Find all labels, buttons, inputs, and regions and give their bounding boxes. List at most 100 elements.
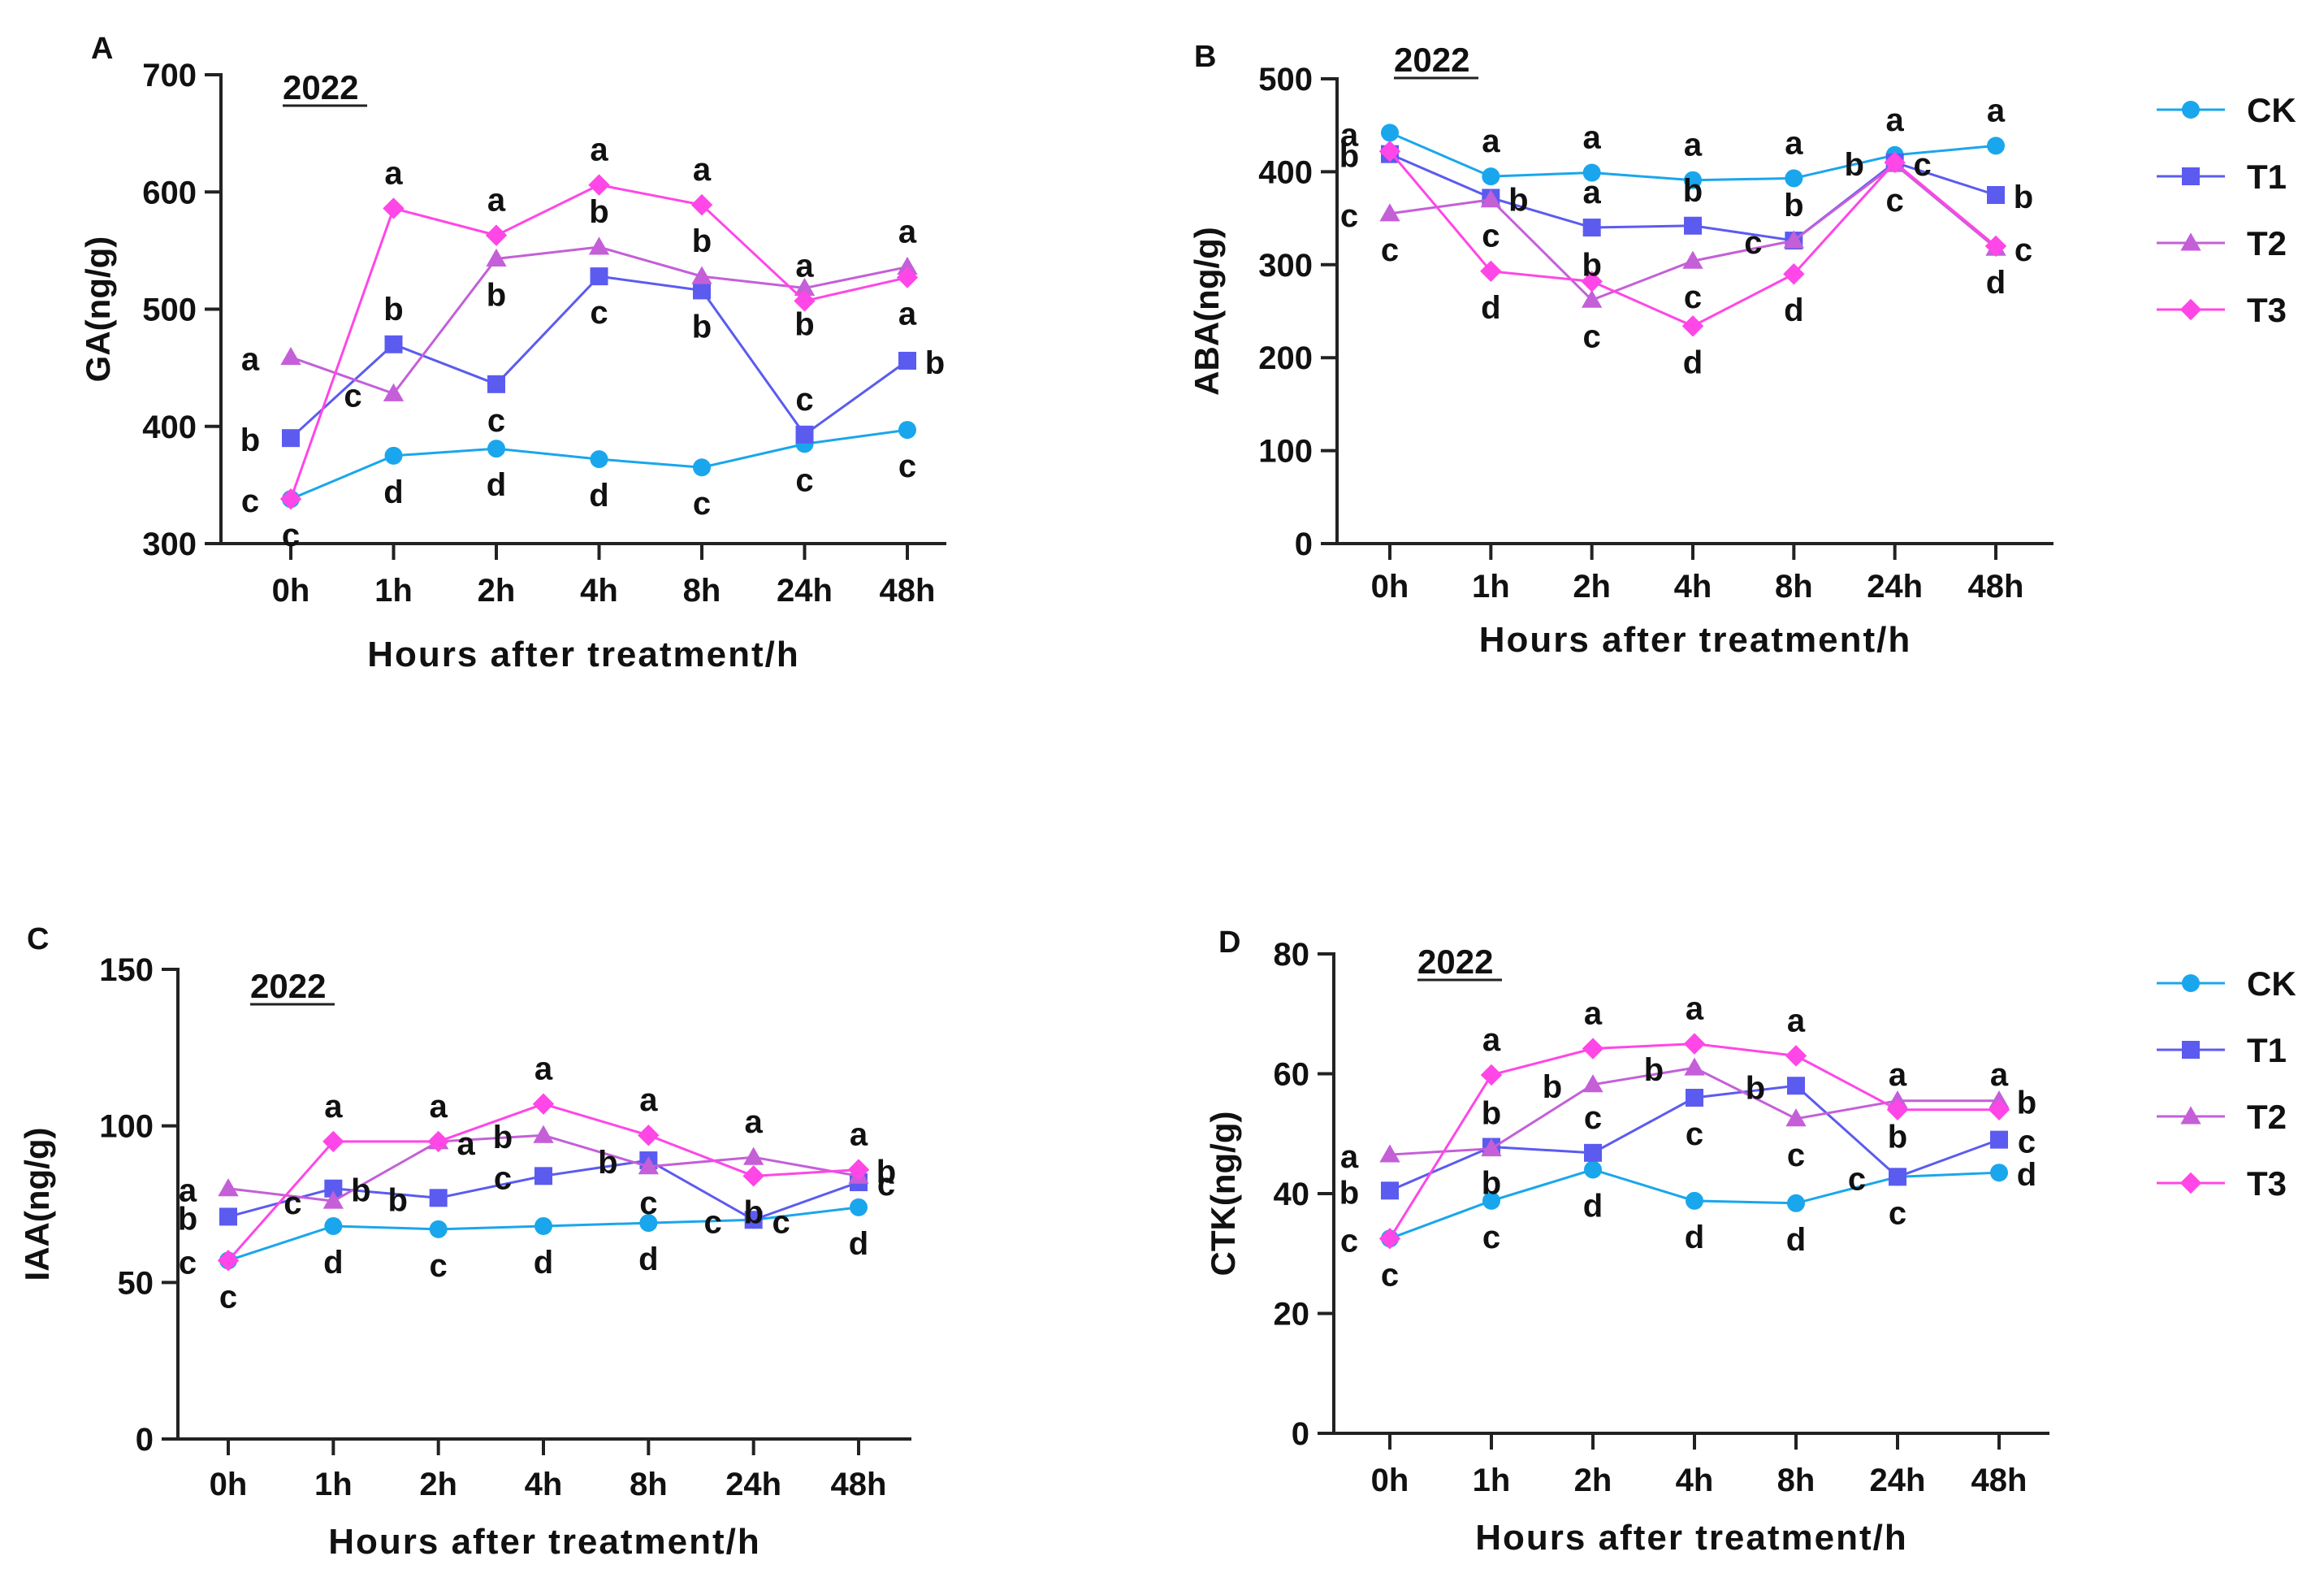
data-point-ck	[1785, 169, 1803, 188]
y-tick-label: 0	[1292, 1416, 1309, 1452]
significance-letter: c	[1583, 319, 1601, 354]
data-point-t1	[1787, 1077, 1805, 1095]
data-point-ck	[1684, 171, 1702, 189]
data-point-t2	[691, 266, 712, 284]
significance-letter: a	[1785, 125, 1803, 161]
data-point-t2	[383, 383, 405, 401]
data-point-t3	[1581, 271, 1603, 293]
y-tick-label: 600	[142, 175, 197, 210]
legend-marker-t2	[2180, 1106, 2201, 1125]
data-point-t1	[487, 375, 505, 393]
y-tick-label: 150	[99, 952, 154, 988]
x-tick-label: 48h	[1968, 569, 2024, 605]
significance-letter: d	[1786, 1222, 1806, 1258]
x-tick-label: 2h	[1574, 1463, 1612, 1498]
y-tick-label: 100	[99, 1109, 154, 1145]
legend-marker-t2	[2180, 232, 2201, 251]
data-point-t2	[1785, 1108, 1807, 1127]
significance-letter: c	[282, 518, 300, 553]
data-point-ck	[1582, 163, 1601, 182]
data-point-t1	[429, 1189, 448, 1207]
x-tick-label: 2h	[419, 1467, 457, 1502]
x-tick-label: 1h	[374, 573, 413, 609]
x-tick-label: 2h	[478, 573, 516, 609]
significance-letter: a	[1686, 991, 1704, 1027]
significance-letter: d	[323, 1245, 343, 1281]
significance-letter: d	[589, 478, 608, 514]
x-tick-label: 4h	[1676, 1463, 1714, 1498]
significance-letter: a	[1482, 1022, 1501, 1058]
significance-letter: c	[430, 1248, 448, 1284]
x-tick-label: 8h	[1775, 569, 1813, 605]
x-tick-label: 8h	[1777, 1463, 1815, 1498]
data-point-t3	[1582, 1038, 1604, 1060]
significance-letter: a	[850, 1117, 868, 1153]
data-point-t2	[588, 236, 610, 255]
data-point-t2	[486, 248, 507, 267]
x-tick-label: 24h	[1867, 569, 1923, 605]
data-point-t1	[282, 429, 300, 448]
data-point-t2	[638, 1156, 659, 1175]
x-tick-label: 0h	[210, 1467, 248, 1502]
x-axis-label: Hours after treatment/h	[1475, 1518, 1908, 1558]
data-point-t1	[590, 267, 608, 286]
y-tick-label: 500	[142, 293, 197, 328]
significance-letter: a	[898, 215, 917, 250]
data-point-ck	[534, 1216, 552, 1235]
legend-marker-t1	[2182, 167, 2200, 185]
significance-letter: c	[487, 403, 505, 439]
data-point-t3	[1984, 235, 2007, 258]
data-point-t2	[743, 1146, 764, 1165]
significance-letter: c	[773, 1204, 790, 1240]
data-point-t3	[1988, 1099, 2010, 1120]
significance-letter: b	[1784, 188, 1803, 223]
significance-letter: c	[795, 462, 813, 498]
data-point-t3	[794, 290, 816, 312]
significance-letter: a	[1987, 93, 2006, 128]
y-tick-label: 0	[1295, 527, 1313, 562]
data-point-t2	[1582, 289, 1603, 308]
data-point-t3	[1783, 263, 1805, 285]
significance-letter: d	[534, 1245, 553, 1281]
chart-panel-a: A 2022 300 400 500 600 700 0h 1h 2h 4h 8h 24h 48h Hour…	[79, 32, 946, 674]
significance-letter: c	[1340, 1223, 1358, 1259]
data-point-t3	[638, 1125, 660, 1146]
significance-letter: b	[589, 194, 608, 230]
data-point-ck	[1990, 1164, 2008, 1182]
significance-letter: b	[743, 1194, 763, 1230]
significance-letter: b	[351, 1173, 370, 1209]
x-tick-label: 24h	[1870, 1463, 1926, 1498]
y-tick-label: 300	[1258, 248, 1313, 284]
significance-letter: c	[877, 1167, 895, 1203]
significance-letter: c	[283, 1185, 301, 1221]
data-point-ck	[1381, 124, 1399, 142]
significance-letter: c	[1381, 232, 1399, 268]
significance-letter: a	[1340, 117, 1359, 153]
significance-letter: c	[1340, 198, 1358, 234]
y-tick-label: 50	[118, 1265, 154, 1301]
data-point-t2	[1582, 1074, 1603, 1093]
data-point-t3	[1886, 1099, 1909, 1120]
x-tick-label: 1h	[1472, 569, 1510, 605]
year-label: 2022	[250, 967, 326, 1005]
year-label: 2022	[283, 68, 358, 106]
data-point-t1	[1684, 216, 1702, 235]
data-point-t1	[219, 1207, 237, 1226]
legend-marker-ck	[2182, 974, 2200, 992]
x-tick-label: 1h	[1473, 1463, 1511, 1498]
y-tick-label: 0	[136, 1422, 154, 1458]
x-tick-label: 0h	[1371, 1463, 1409, 1498]
x-tick-label: 0h	[1371, 569, 1409, 605]
significance-letter: b	[925, 345, 945, 381]
significance-letter: a	[1482, 124, 1500, 159]
legend-label-t3: T3	[2247, 291, 2287, 329]
significance-letter: c	[494, 1160, 512, 1196]
significance-letter: b	[1582, 247, 1601, 283]
x-tick-label: 0h	[272, 573, 310, 609]
significance-letter: b	[493, 1120, 513, 1155]
panel-letter: B	[1194, 40, 1216, 74]
significance-letter: c	[1848, 1161, 1866, 1197]
data-point-t2	[322, 1190, 344, 1209]
significance-letter: a	[693, 152, 712, 188]
